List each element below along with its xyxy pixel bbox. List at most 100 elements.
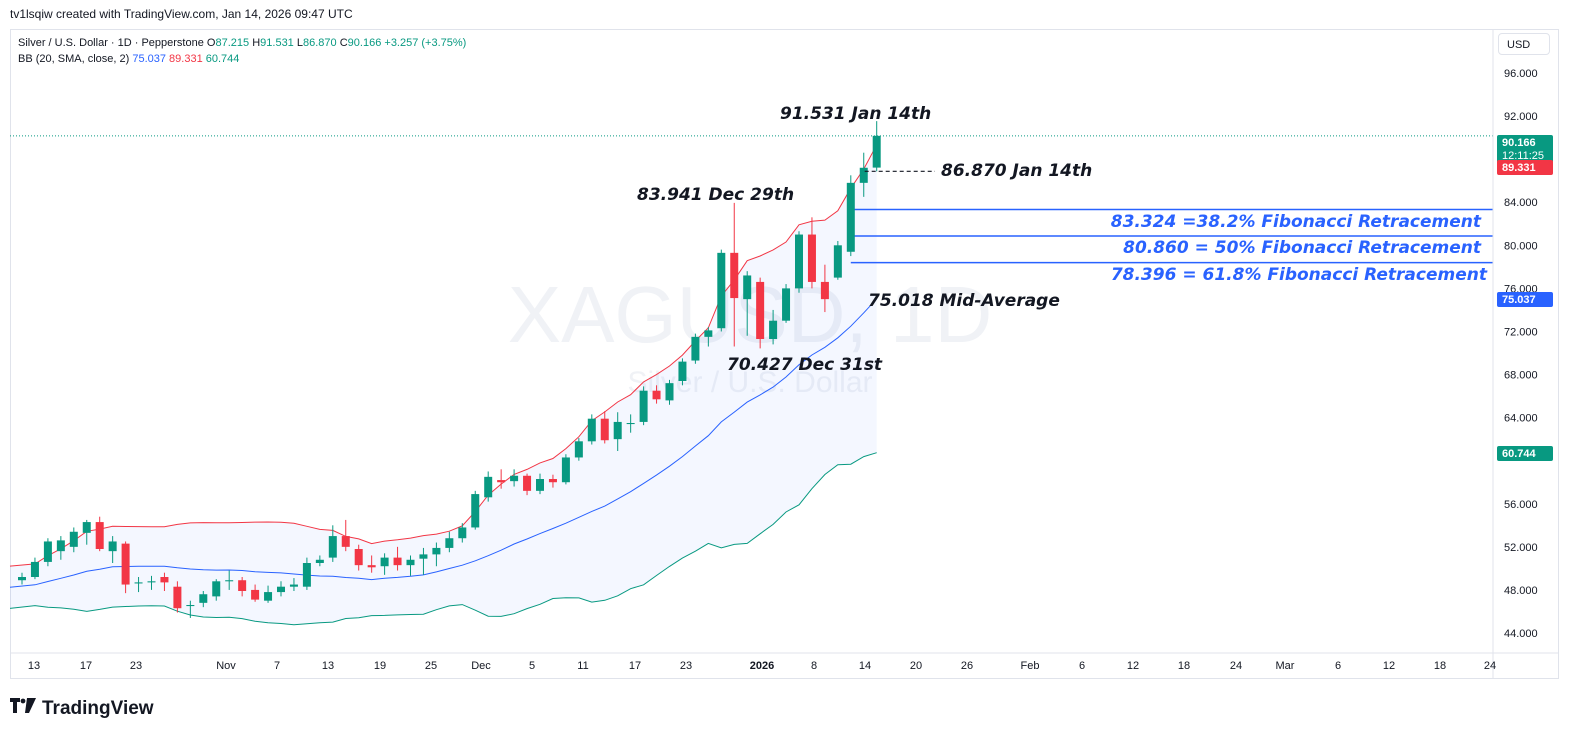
- legend-bb-lower: 60.744: [205, 53, 240, 65]
- legend-close-label: C: [339, 37, 348, 49]
- x-tick-label: 13: [322, 660, 334, 672]
- candle-body: [587, 418, 596, 442]
- candle: [820, 264, 829, 313]
- tradingview-logo-text: TradingView: [42, 697, 154, 719]
- candle-body: [341, 536, 350, 547]
- y-tick-label: 80.000: [1504, 240, 1538, 252]
- candle-body: [212, 581, 221, 597]
- candle: [134, 577, 143, 593]
- y-tick-label: 92.000: [1504, 111, 1538, 123]
- x-tick-label: 5: [529, 660, 535, 672]
- candle: [730, 202, 739, 347]
- price-badge-value: 90.166: [1502, 137, 1536, 149]
- legend-symbol[interactable]: Silver / U.S. Dollar · 1D · Pepperstone: [18, 37, 204, 49]
- x-tick-label: 18: [1434, 660, 1446, 672]
- candle: [302, 557, 311, 590]
- candle: [795, 231, 803, 293]
- candle-body: [30, 561, 39, 577]
- candle: [756, 277, 765, 349]
- candle: [743, 271, 752, 336]
- chart-caption: tv1lsqiw created with TradingView.com, J…: [10, 7, 353, 21]
- candle: [691, 333, 700, 364]
- candle-body: [419, 554, 428, 559]
- candle: [393, 546, 402, 571]
- candle: [717, 249, 726, 332]
- candle: [328, 525, 337, 562]
- y-tick-label: 52.000: [1504, 542, 1538, 554]
- candle: [69, 527, 78, 553]
- candle: [251, 584, 260, 602]
- price-badge-value: 75.037: [1502, 294, 1536, 306]
- annotation-fib-50: 80.860 = 50% Fibonacci Retracement: [1123, 238, 1482, 258]
- tradingview-logo-icon: [10, 697, 36, 720]
- candle-body: [484, 476, 493, 498]
- candle: [277, 581, 285, 597]
- candle: [859, 152, 868, 197]
- x-tick-label: 25: [425, 660, 437, 672]
- candle-body: [380, 557, 389, 567]
- candle-body: [548, 479, 557, 483]
- candle: [43, 538, 52, 567]
- fibonacci-levels: [850, 208, 1493, 264]
- y-tick-label: 48.000: [1504, 585, 1538, 597]
- candle: [380, 553, 389, 575]
- candle: [484, 471, 493, 502]
- legend-bb-label[interactable]: BB (20, SMA, close, 2): [18, 53, 130, 65]
- x-tick-label: 13: [28, 660, 40, 672]
- candle-body: [173, 586, 182, 609]
- candle: [56, 536, 65, 560]
- candle-body: [665, 383, 674, 401]
- candle-body: [199, 594, 208, 603]
- candle-body: [82, 522, 91, 533]
- legend-open: 87.215: [215, 37, 250, 49]
- y-tick-label: 44.000: [1504, 628, 1538, 640]
- candle: [678, 358, 687, 386]
- x-tick-label: 17: [629, 660, 641, 672]
- annotation-high: 91.531 Jan 14th: [780, 104, 931, 124]
- price-badge-bg: [1497, 292, 1553, 307]
- candle: [30, 557, 39, 580]
- candle-body: [600, 418, 609, 441]
- x-tick-label: 26: [961, 660, 973, 672]
- candle-body: [574, 441, 583, 458]
- candle-body: [18, 577, 26, 581]
- x-tick-label: 23: [130, 660, 142, 672]
- candle: [108, 536, 117, 563]
- annotation-fib-382: 83.324 =38.2% Fibonacci Retracement: [1111, 212, 1482, 232]
- candle: [212, 579, 221, 601]
- candle-body: [43, 541, 52, 562]
- candle: [186, 600, 195, 618]
- candle-body: [704, 330, 713, 337]
- candle-body: [769, 320, 778, 339]
- legend-close: 90.166: [347, 37, 382, 49]
- x-tick-label: 23: [680, 660, 692, 672]
- price-badge: 75.037: [1497, 292, 1553, 307]
- bb-mid-line: [9, 298, 878, 588]
- candle: [561, 454, 570, 485]
- candle-body: [846, 182, 855, 252]
- candle: [367, 555, 376, 573]
- price-badge: 60.744: [1497, 446, 1553, 461]
- legend-high: 91.531: [260, 37, 294, 49]
- legend-bb-row: BB (20, SMA, close, 2) 75.037 89.331 60.…: [18, 51, 466, 67]
- x-tick-label: 6: [1079, 660, 1085, 672]
- candle: [510, 469, 519, 487]
- candle-body: [406, 559, 415, 566]
- candle: [225, 570, 234, 590]
- candle-body: [795, 234, 803, 289]
- legend-change: +3.257 (+3.75%): [384, 37, 467, 49]
- candle-body: [458, 527, 467, 539]
- candle: [199, 591, 208, 608]
- candle: [548, 474, 557, 488]
- candle: [432, 542, 441, 567]
- legend-low: 86.870: [303, 37, 337, 49]
- tradingview-logo[interactable]: TradingView: [10, 697, 154, 720]
- y-tick-label: 96.000: [1504, 68, 1538, 80]
- x-tick-label: 18: [1178, 660, 1190, 672]
- currency-button[interactable]: USD: [1498, 33, 1550, 55]
- candle-body: [367, 565, 376, 568]
- candle-body: [354, 549, 363, 566]
- candle-body: [121, 543, 130, 585]
- x-tick-label: 17: [80, 660, 92, 672]
